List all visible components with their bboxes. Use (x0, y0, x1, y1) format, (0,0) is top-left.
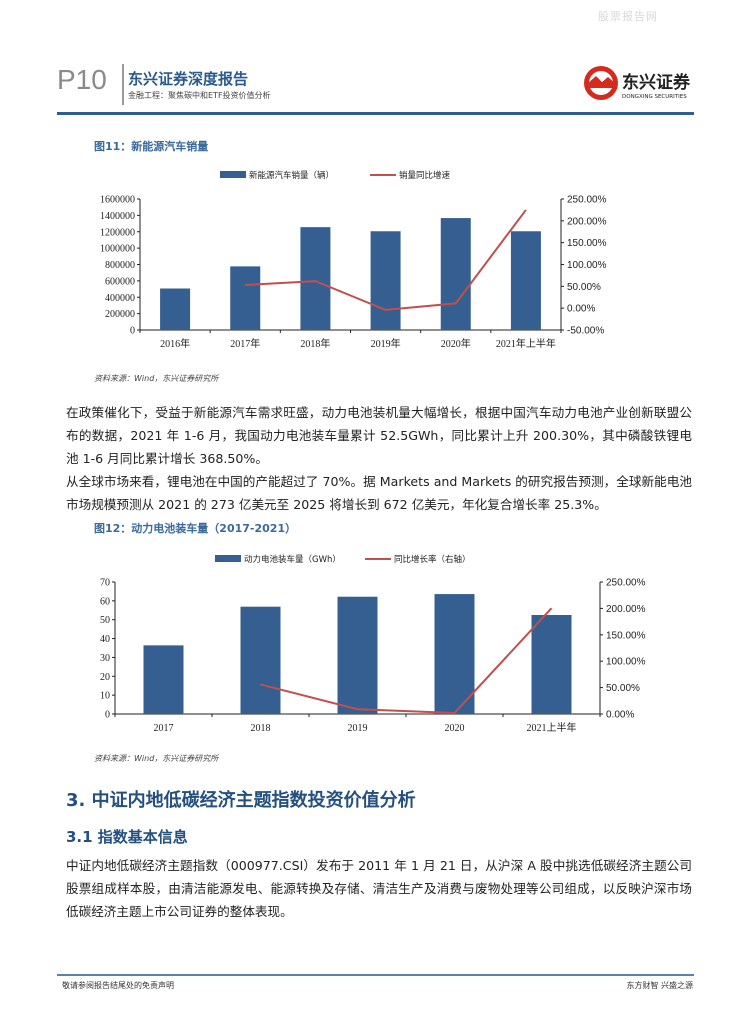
right-tick-label: 100.00% (606, 657, 646, 668)
footer-disclaimer: 敬请参阅报告结尾处的免责声明 (62, 981, 174, 990)
growth-line (260, 607, 553, 714)
chart-battery-installs: 动力电池装车量（GWh） 同比增长率（右轴） 0 10 20 30 40 50 60 70 0.00… (100, 554, 646, 734)
left-tick-label: 800000 (105, 260, 135, 271)
report-subtitle: 金融工程：聚焦碳中和ETF投资价值分析 (128, 91, 271, 100)
left-tick-label: 10 (100, 691, 110, 702)
right-tick-label: 150.00% (567, 238, 607, 249)
right-tick-label: 250.00% (567, 195, 607, 206)
left-tick-label: 70 (100, 578, 110, 589)
subsection-heading: 3.1 指数基本信息 (66, 828, 188, 846)
bar (510, 231, 541, 330)
right-tick-label: 0.00% (567, 304, 595, 315)
x-tick-label: 2021上半年 (527, 721, 577, 734)
legend-bar-swatch (215, 555, 241, 562)
right-tick-label: 150.00% (606, 630, 646, 641)
right-tick-label: 50.00% (567, 282, 601, 293)
section-heading: 3. 中证内地低碳经济主题指数投资价值分析 (66, 790, 416, 811)
right-tick-label: -50.00% (567, 326, 604, 337)
x-tick-label: 2018年 (300, 337, 330, 350)
chart-nev-sales: 新能源汽车销量（辆） 销量同比增速 0 200000 400000 600000 80000… (100, 170, 607, 350)
header-rule (57, 112, 694, 115)
figure12-source: 资料来源：Wind，东兴证券研究所 (94, 754, 219, 763)
paragraph-1: 在政策催化下，受益于新能源汽车需求旺盛，动力电池装机量大幅增长，根据中国汽车动力… (66, 405, 692, 466)
bar (440, 218, 471, 330)
left-tick-label: 400000 (105, 293, 135, 304)
left-tick-label: 600000 (105, 276, 135, 287)
right-tick-label: 200.00% (606, 604, 646, 615)
left-tick-label: 20 (100, 672, 110, 683)
logo-sub: DONGXING SECURITIES (622, 94, 687, 100)
left-tick-label: 200000 (105, 309, 135, 320)
paragraph-2: 从全球市场来看，锂电池在中国的产能超过了 70%。据 Markets and M… (66, 474, 692, 512)
bar (434, 594, 475, 714)
page-number: P10 (57, 64, 107, 95)
header-divider (122, 64, 124, 105)
report-title: 东兴证券深度报告 (128, 70, 249, 88)
right-tick-label: 200.00% (567, 216, 607, 227)
x-tick-label: 2019 (348, 723, 368, 734)
x-tick-label: 2018 (251, 723, 271, 734)
figure11-source: 资料来源：Wind，东兴证券研究所 (94, 374, 219, 383)
growth-line (245, 209, 527, 311)
x-tick-label: 2020年 (441, 337, 471, 350)
left-tick-label: 0 (130, 326, 135, 337)
left-tick-label: 30 (100, 653, 110, 664)
bar (160, 288, 191, 330)
watermark: 股票报告网 (598, 10, 658, 23)
left-tick-label: 1600000 (100, 195, 135, 206)
x-tick-label: 2020 (445, 723, 465, 734)
figure11-title: 图11：新能源汽车销量 (94, 140, 209, 153)
left-tick-label: 40 (100, 634, 110, 645)
x-tick-label: 2019年 (371, 337, 401, 350)
footer-slogan: 东方财智 兴盛之源 (626, 981, 693, 990)
legend-bar-label: 动力电池装车量（GWh） (244, 554, 341, 565)
legend-bar-label: 新能源汽车销量（辆） (249, 170, 334, 181)
logo-text: 东兴证券 (622, 72, 691, 93)
legend-bar-swatch (220, 171, 246, 178)
legend-line-label: 同比增长率（右轴） (394, 554, 471, 565)
x-tick-label: 2016年 (160, 337, 190, 350)
x-tick-label: 2017年 (230, 337, 260, 350)
bar (230, 266, 261, 330)
x-tick-label: 2017 (154, 723, 174, 734)
legend-line-label: 销量同比增速 (399, 170, 451, 181)
bar (300, 227, 331, 330)
right-tick-label: 250.00% (606, 578, 646, 589)
bar (240, 606, 281, 714)
left-tick-label: 50 (100, 615, 110, 626)
right-tick-label: 50.00% (606, 683, 640, 694)
section-paragraph: 中证内地低碳经济主题指数（000977.CSI）发布于 2011 年 1 月 2… (66, 858, 692, 919)
bar (143, 645, 184, 714)
right-tick-label: 100.00% (567, 260, 607, 271)
x-tick-label: 2021年上半年 (496, 337, 556, 350)
bar (531, 615, 572, 714)
footer-rule (57, 974, 694, 976)
bar (337, 596, 378, 714)
company-logo: 东兴证券 DONGXING SECURITIES (582, 62, 697, 104)
right-tick-label: 0.00% (606, 710, 634, 721)
figure12-title: 图12：动力电池装车量（2017-2021） (94, 522, 297, 535)
left-tick-label: 1400000 (100, 211, 135, 222)
left-tick-label: 1000000 (100, 244, 135, 255)
left-tick-label: 1200000 (100, 227, 135, 238)
left-tick-label: 0 (105, 710, 110, 721)
left-tick-label: 60 (100, 596, 110, 607)
bar (370, 231, 401, 330)
